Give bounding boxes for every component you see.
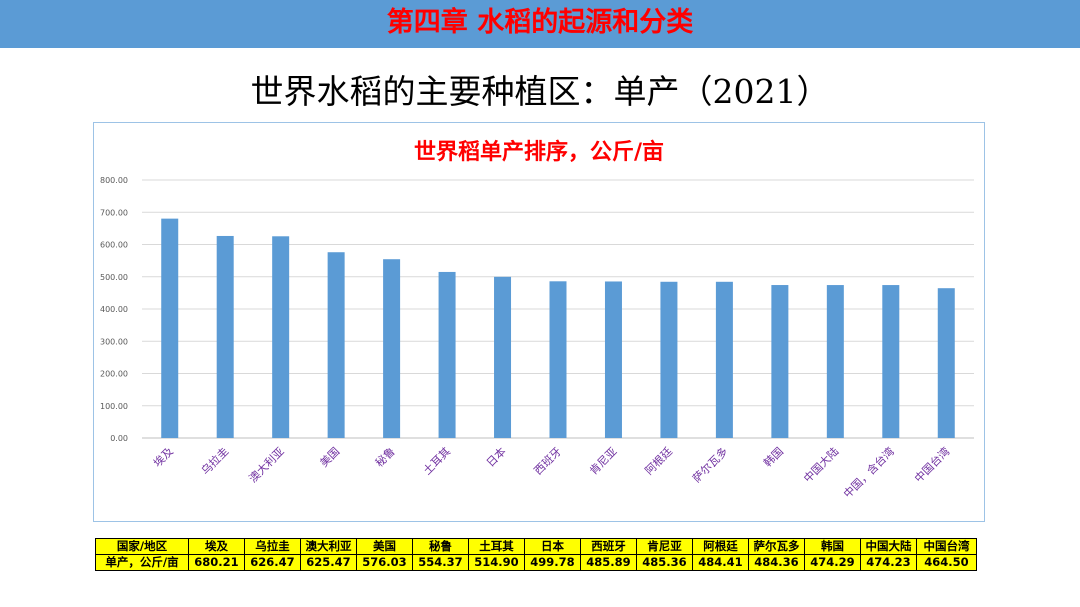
table-header-label: 国家/地区 bbox=[95, 538, 189, 555]
table-cell-yield: 485.36 bbox=[636, 554, 693, 571]
bar bbox=[272, 236, 290, 438]
y-tick-label: 600.00 bbox=[100, 241, 128, 250]
bar bbox=[494, 276, 512, 438]
table-cell-yield: 499.78 bbox=[524, 554, 581, 571]
bar bbox=[161, 218, 179, 438]
chart-frame: 世界稻单产排序，公斤/亩 0.00 100.00 200.00 300.00 400.00… bbox=[93, 122, 985, 522]
bar bbox=[383, 259, 401, 438]
table-cell-country: 秘鲁 bbox=[412, 538, 469, 555]
table-cell-country: 阿根廷 bbox=[692, 538, 749, 555]
table-cell-yield: 485.89 bbox=[580, 554, 637, 571]
chart-title: 世界稻单产排序，公斤/亩 bbox=[414, 139, 664, 165]
y-tick-label: 200.00 bbox=[100, 370, 128, 379]
slide-title: 世界水稻的主要种植区：单产（2021） bbox=[250, 72, 830, 111]
table-cell-country: 埃及 bbox=[188, 538, 245, 555]
chapter-banner: 第四章 水稻的起源和分类 bbox=[0, 0, 1080, 48]
table-cell-yield: 484.36 bbox=[748, 554, 805, 571]
table-cell-yield: 484.41 bbox=[692, 554, 749, 571]
x-category-label: 埃及 bbox=[150, 444, 175, 469]
x-category-label: 澳大利亚 bbox=[246, 444, 287, 485]
table-cell-country: 乌拉圭 bbox=[244, 538, 301, 555]
y-tick-label: 700.00 bbox=[100, 208, 128, 217]
table-cell-yield: 464.50 bbox=[916, 554, 977, 571]
x-category-label: 中国，含台湾 bbox=[840, 444, 897, 501]
x-category-label: 美国 bbox=[318, 445, 343, 470]
bar bbox=[216, 235, 234, 438]
table-cell-country: 韩国 bbox=[804, 538, 861, 555]
bar bbox=[882, 285, 900, 438]
bar bbox=[549, 281, 567, 438]
x-category-label: 秘鲁 bbox=[372, 444, 397, 469]
bar bbox=[660, 281, 678, 438]
x-category-label: 中国大陆 bbox=[800, 444, 841, 485]
chapter-title: 第四章 水稻的起源和分类 bbox=[386, 7, 694, 38]
yield-table: 国家/地区 埃及 乌拉圭 澳大利亚 美国 秘鲁 土耳其 日本 西班牙 肯尼亚 阿根廷 萨尔瓦多 韩国中… bbox=[95, 538, 977, 571]
table-cell-yield: 625.47 bbox=[300, 554, 357, 571]
table-row-countries: 国家/地区 埃及 乌拉圭 澳大利亚 美国 秘鲁 土耳其 日本 西班牙 肯尼亚 阿根廷 萨尔瓦多 韩国中… bbox=[95, 538, 977, 555]
table-cell-yield: 576.03 bbox=[356, 554, 413, 571]
table-cell-yield: 474.23 bbox=[860, 554, 917, 571]
table-cell-country: 萨尔瓦多 bbox=[748, 538, 805, 555]
bar bbox=[937, 288, 955, 438]
x-category-label: 日本 bbox=[483, 444, 508, 469]
table-cell-country: 中国大陆 bbox=[860, 538, 917, 555]
table-cell-country: 澳大利亚 bbox=[300, 538, 357, 555]
bar bbox=[438, 271, 456, 438]
table-cell-yield: 474.29 bbox=[804, 554, 861, 571]
table-cell-yield: 626.47 bbox=[244, 554, 301, 571]
y-tick-label: 400.00 bbox=[100, 305, 128, 314]
x-category-label: 土耳其 bbox=[421, 445, 454, 478]
bar bbox=[771, 285, 789, 438]
y-tick-label: 500.00 bbox=[100, 273, 128, 282]
x-category-label: 中国台湾 bbox=[911, 444, 952, 485]
x-category-label: 萨尔瓦多 bbox=[690, 444, 731, 485]
table-cell-country: 日本 bbox=[524, 538, 581, 555]
table-cell-country: 中国台湾 bbox=[916, 538, 977, 555]
y-tick-label: 800.00 bbox=[100, 176, 128, 185]
y-tick-label: 300.00 bbox=[100, 337, 128, 346]
y-tick-label: 100.00 bbox=[100, 402, 128, 411]
x-category-label: 阿根廷 bbox=[642, 444, 675, 477]
table-cell-yield: 680.21 bbox=[188, 554, 245, 571]
bar bbox=[327, 252, 345, 438]
x-category-label: 乌拉圭 bbox=[198, 444, 231, 477]
table-row-yields: 单产，公斤/亩 680.21 626.47 625.47 576.03 554.37 51… bbox=[95, 554, 977, 571]
x-category-label: 韩国 bbox=[761, 444, 786, 469]
x-category-label: 西班牙 bbox=[532, 445, 565, 478]
bar bbox=[715, 281, 733, 438]
table-cell-country: 西班牙 bbox=[580, 538, 637, 555]
bar-chart: 世界稻单产排序，公斤/亩 0.00 100.00 200.00 300.00 400.00… bbox=[100, 139, 974, 501]
table-header-label: 单产，公斤/亩 bbox=[95, 554, 189, 571]
y-tick-label: 0.00 bbox=[110, 434, 128, 443]
table-cell-country: 土耳其 bbox=[468, 538, 525, 555]
x-category-label: 肯尼亚 bbox=[587, 445, 620, 478]
table-cell-country: 肯尼亚 bbox=[636, 538, 693, 555]
table-cell-yield: 554.37 bbox=[412, 554, 469, 571]
bar bbox=[826, 285, 844, 438]
table-cell-country: 美国 bbox=[356, 538, 413, 555]
table-cell-yield: 514.90 bbox=[468, 554, 525, 571]
bar bbox=[604, 281, 622, 438]
